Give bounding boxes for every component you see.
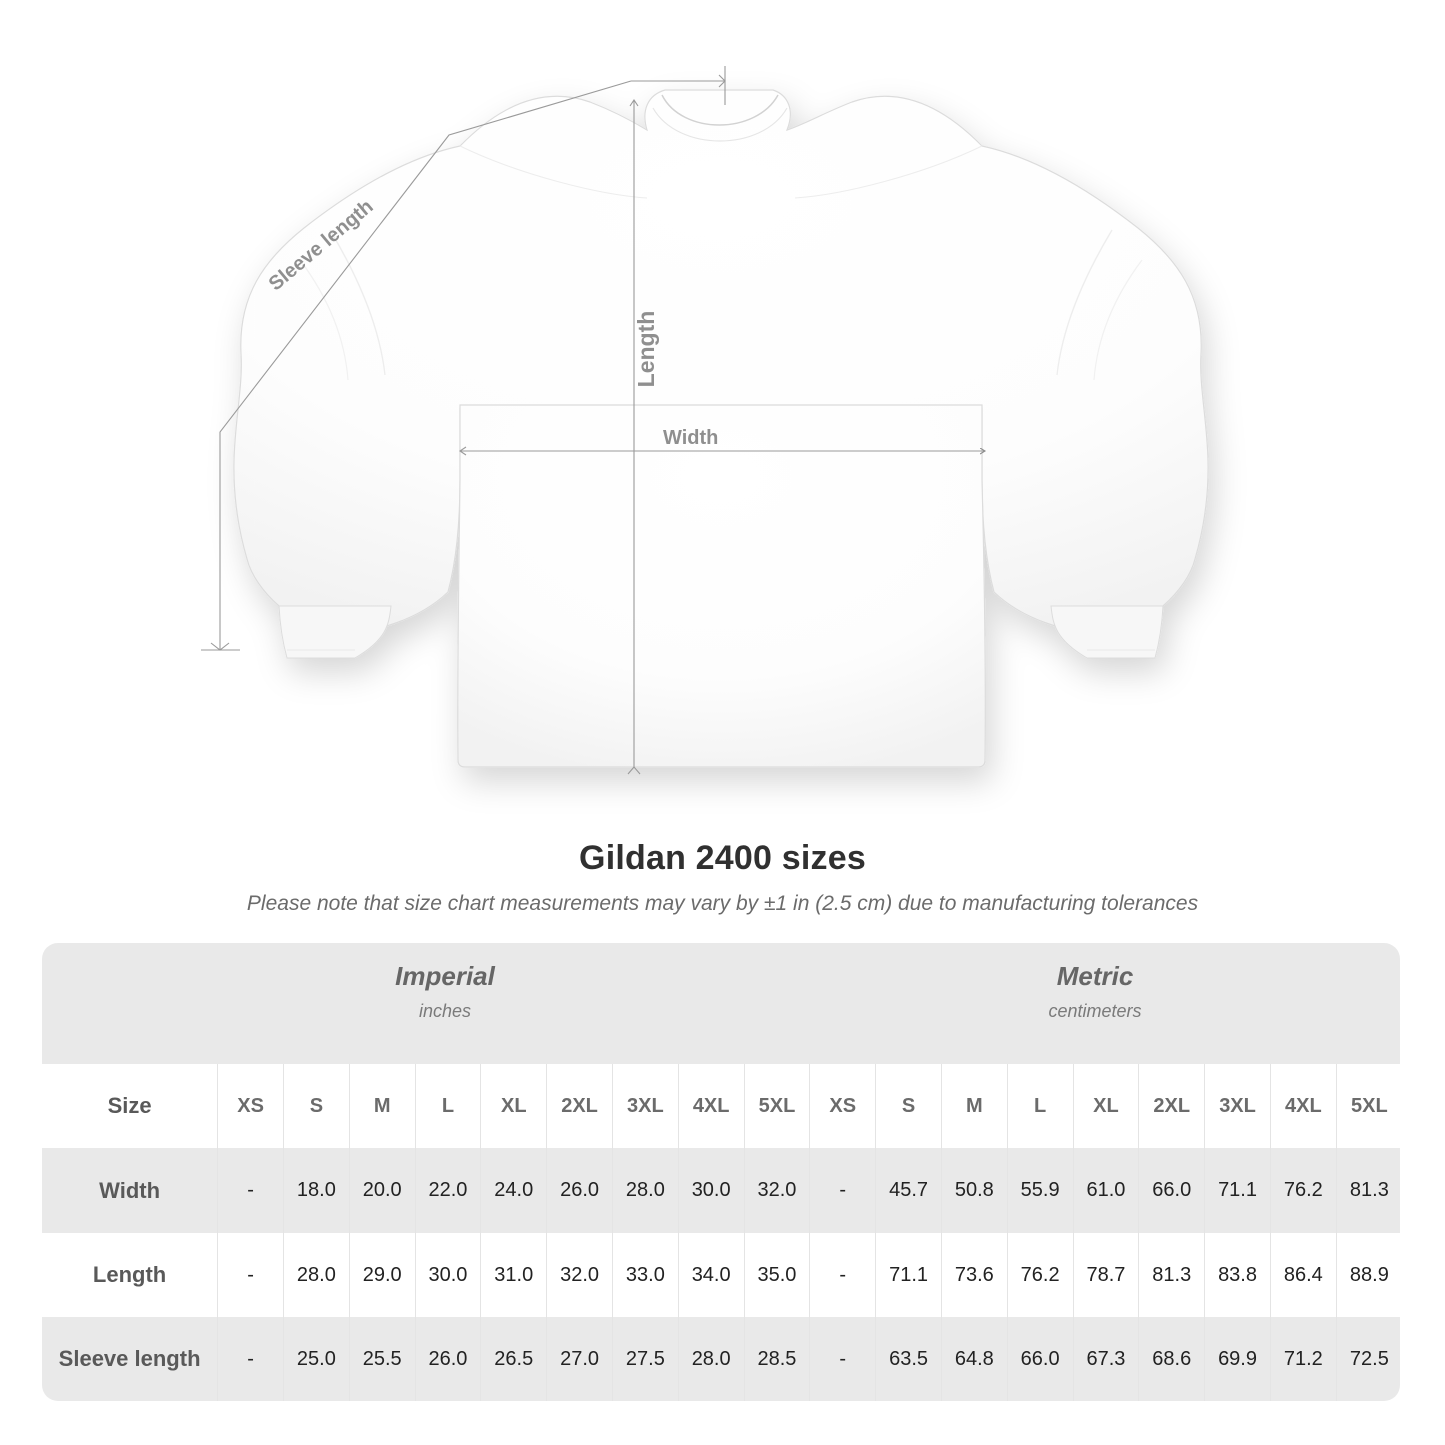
svg-text:Sleeve length: Sleeve length bbox=[265, 196, 378, 296]
svg-text:Length: Length bbox=[633, 311, 659, 388]
svg-text:Width: Width bbox=[663, 427, 718, 449]
